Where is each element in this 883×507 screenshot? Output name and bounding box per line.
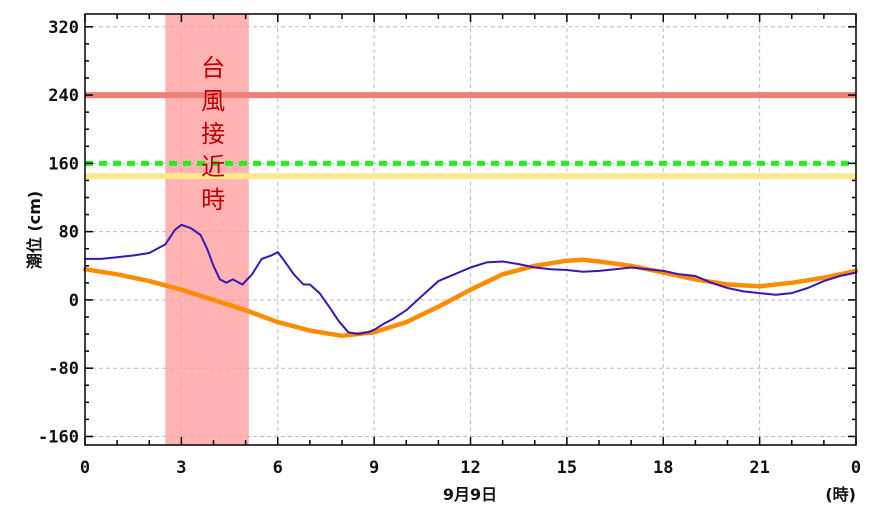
x-tick-label: 3 xyxy=(176,458,186,478)
reference-lines xyxy=(85,92,856,180)
typhoon-annotation-char: 台 xyxy=(201,54,225,82)
observed-tide-line xyxy=(84,223,857,335)
typhoon-approach-band xyxy=(165,14,249,445)
x-tick-label: 0 xyxy=(80,458,90,478)
typhoon-annotation-char: 接 xyxy=(201,120,225,148)
x-tick-label: 6 xyxy=(273,458,283,478)
typhoon-annotation-char: 時 xyxy=(201,186,225,214)
series-group xyxy=(82,223,859,339)
tick-marks xyxy=(84,14,857,445)
x-axis-unit: (時) xyxy=(825,485,856,504)
typhoon-shade-band xyxy=(165,14,249,445)
y-tick-label: -80 xyxy=(48,359,79,379)
y-tick-label: 0 xyxy=(69,291,79,311)
x-tick-label: 15 xyxy=(557,458,577,478)
x-axis-title: 9月9日 xyxy=(443,485,497,504)
y-tick-label: 240 xyxy=(48,86,79,106)
x-tick-label: 9 xyxy=(369,458,379,478)
y-tick-label: 320 xyxy=(48,18,79,38)
x-tick-label: 21 xyxy=(749,458,769,478)
x-tick-label: 0 xyxy=(851,458,861,478)
y-tick-label: 160 xyxy=(48,154,79,174)
y-tick-labels: 320 240 160 80 0 -80 -160 xyxy=(38,18,79,448)
typhoon-annotation-char: 風 xyxy=(201,87,225,115)
x-tick-labels: 0 3 6 9 12 15 18 21 0 xyxy=(80,458,861,478)
y-tick-label: -160 xyxy=(38,427,79,447)
predicted-tide-line xyxy=(82,257,859,339)
typhoon-annotation-char: 近 xyxy=(201,153,225,181)
y-tick-label: 80 xyxy=(59,223,79,243)
x-tick-label: 12 xyxy=(460,458,480,478)
y-axis-title: 潮位 (cm) xyxy=(25,191,44,269)
x-tick-label: 18 xyxy=(653,458,673,478)
